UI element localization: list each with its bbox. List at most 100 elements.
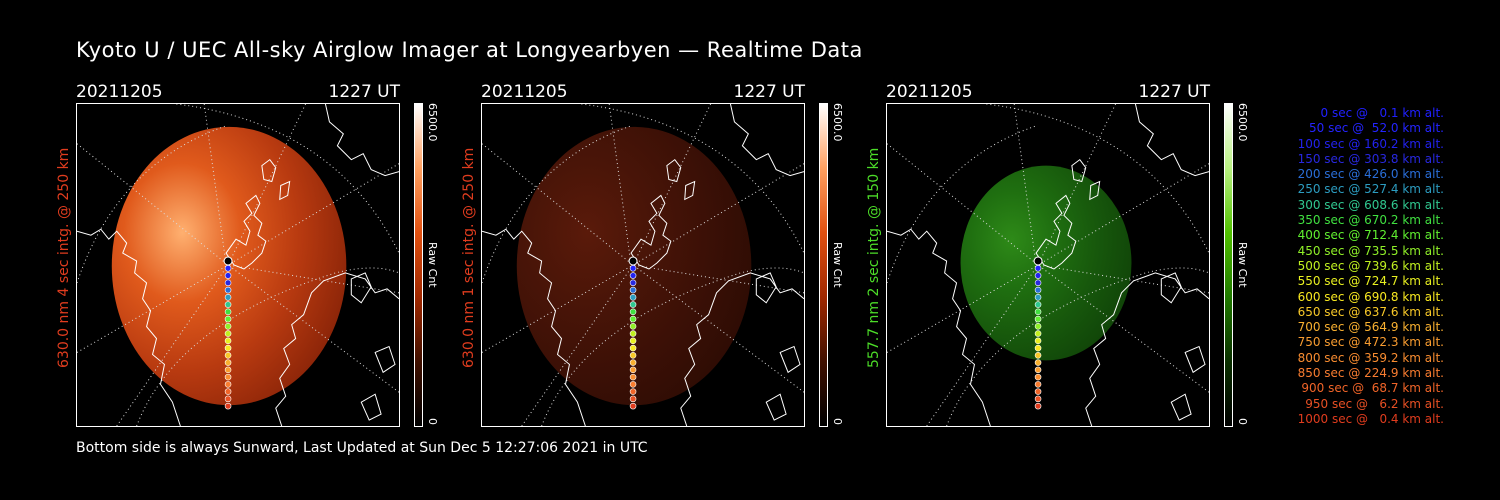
trajectory-marker bbox=[1034, 323, 1042, 330]
trajectory-marker bbox=[1034, 279, 1042, 287]
trajectory-marker bbox=[224, 344, 232, 352]
airglow-image bbox=[77, 104, 399, 426]
panel-2-colorbar bbox=[819, 103, 828, 427]
trajectory-marker bbox=[1034, 344, 1042, 352]
legend-entry: 450 sec @ 735.5 km alt. bbox=[1297, 243, 1444, 258]
trajectory-marker bbox=[1034, 373, 1042, 381]
trajectory-marker bbox=[224, 294, 232, 301]
airglow-image bbox=[482, 104, 804, 426]
coastline bbox=[77, 104, 399, 426]
panel-1-wavelength-label: 630.0 nm 4 sec intg. @ 250 km bbox=[56, 147, 72, 368]
legend-entry: 900 sec @ 68.7 km alt. bbox=[1301, 381, 1444, 396]
trajectory-marker bbox=[1034, 402, 1042, 410]
launch-site-marker bbox=[628, 256, 638, 266]
panel-1-colorbar-unit: Raw Cnt bbox=[426, 242, 439, 288]
trajectory-marker bbox=[1034, 330, 1042, 337]
trajectory-marker bbox=[629, 286, 637, 294]
panel-3-wavelength-label: 557.7 nm 2 sec intg. @ 150 km bbox=[866, 147, 882, 368]
trajectory-marker bbox=[1034, 286, 1042, 294]
legend-entry: 950 sec @ 6.2 km alt. bbox=[1305, 396, 1444, 411]
trajectory-marker bbox=[224, 315, 232, 323]
legend-entry: 250 sec @ 527.4 km alt. bbox=[1297, 182, 1444, 197]
trajectory-marker bbox=[629, 279, 637, 287]
trajectory-marker bbox=[629, 344, 637, 352]
trajectory-marker bbox=[629, 323, 637, 330]
legend-entry: 0 sec @ 0.1 km alt. bbox=[1320, 106, 1445, 120]
trajectory-marker bbox=[224, 279, 232, 287]
trajectory-marker bbox=[1034, 352, 1042, 359]
trajectory-marker bbox=[224, 330, 232, 337]
trajectory-marker bbox=[1034, 308, 1042, 316]
trajectory-marker bbox=[224, 381, 232, 388]
trajectory-marker bbox=[629, 366, 637, 374]
panel-2-wavelength-label: 630.0 nm 1 sec intg. @ 250 km bbox=[461, 147, 477, 368]
legend-entry: 500 sec @ 739.6 km alt. bbox=[1297, 258, 1444, 273]
trajectory-marker bbox=[1034, 272, 1042, 279]
legend-entry: 800 sec @ 359.2 km alt. bbox=[1297, 350, 1444, 365]
panel-3-colorbar-min: 0 bbox=[1236, 418, 1249, 425]
trajectory-marker bbox=[224, 286, 232, 294]
trajectory-marker bbox=[629, 359, 637, 366]
trajectory-marker bbox=[224, 308, 232, 316]
trajectory-marker bbox=[1034, 359, 1042, 366]
trajectory-marker bbox=[629, 272, 637, 279]
trajectory-marker bbox=[629, 337, 637, 345]
legend-entry: 700 sec @ 564.9 km alt. bbox=[1297, 320, 1444, 335]
trajectory-marker bbox=[1034, 388, 1042, 395]
panel-1-date: 20211205 bbox=[76, 82, 163, 102]
trajectory-marker bbox=[224, 373, 232, 381]
trajectory-marker bbox=[1034, 265, 1042, 272]
panel-3-colorbar bbox=[1224, 103, 1233, 427]
trajectory-marker bbox=[1034, 294, 1042, 301]
launch-site-marker bbox=[1033, 256, 1043, 266]
panel-2-date: 20211205 bbox=[481, 82, 568, 102]
panel-1-colorbar bbox=[414, 103, 423, 427]
trajectory-marker bbox=[1034, 315, 1042, 323]
trajectory-marker bbox=[224, 337, 232, 345]
panel-3-image bbox=[886, 103, 1210, 427]
trajectory-marker bbox=[629, 381, 637, 388]
trajectory-marker bbox=[1034, 301, 1042, 308]
trajectory-marker bbox=[1034, 337, 1042, 345]
footer-note: Bottom side is always Sunward, Last Upda… bbox=[76, 440, 648, 456]
coastline bbox=[887, 104, 1209, 426]
legend-entry: 1000 sec @ 0.4 km alt. bbox=[1297, 411, 1444, 426]
panel-1-colorbar-min: 0 bbox=[426, 418, 439, 425]
legend-entry: 50 sec @ 52.0 km alt. bbox=[1309, 121, 1444, 136]
legend-entry: 200 sec @ 426.0 km alt. bbox=[1297, 167, 1444, 182]
trajectory-marker bbox=[629, 330, 637, 337]
trajectory-marker bbox=[224, 395, 232, 403]
sky-image-disc bbox=[960, 165, 1132, 361]
trajectory-marker bbox=[224, 323, 232, 330]
trajectory-legend: 0 sec @ 0.1 km alt. 50 sec @ 52.0 km alt.… bbox=[1262, 106, 1444, 427]
trajectory-marker bbox=[1034, 381, 1042, 388]
page-title: Kyoto U / UEC All-sky Airglow Imager at … bbox=[76, 38, 863, 62]
legend-entry: 850 sec @ 224.9 km alt. bbox=[1297, 366, 1444, 381]
panel-2-colorbar-min: 0 bbox=[831, 418, 844, 425]
trajectory-marker bbox=[224, 272, 232, 279]
panel-3-time: 1227 UT bbox=[1138, 82, 1211, 102]
panel-3-colorbar-unit: Raw Cnt bbox=[1236, 242, 1249, 288]
trajectory-marker bbox=[629, 315, 637, 323]
legend-entry: 150 sec @ 303.8 km alt. bbox=[1297, 151, 1444, 166]
legend-entry: 600 sec @ 690.8 km alt. bbox=[1297, 289, 1444, 304]
trajectory-marker bbox=[629, 301, 637, 308]
trajectory-marker bbox=[224, 265, 232, 272]
trajectory-marker bbox=[629, 395, 637, 403]
panel-2-image bbox=[481, 103, 805, 427]
legend-entry: 750 sec @ 472.3 km alt. bbox=[1297, 335, 1444, 350]
trajectory-marker bbox=[224, 388, 232, 395]
trajectory-marker bbox=[224, 359, 232, 366]
airglow-image bbox=[887, 104, 1209, 426]
launch-site-marker bbox=[223, 256, 233, 266]
trajectory-marker bbox=[629, 402, 637, 410]
coastline bbox=[482, 104, 804, 426]
panel-1-colorbar-max: 6500.0 bbox=[426, 103, 439, 142]
panel-2-colorbar-max: 6500.0 bbox=[831, 103, 844, 142]
trajectory-marker bbox=[629, 308, 637, 316]
legend-entry: 650 sec @ 637.6 km alt. bbox=[1297, 304, 1444, 319]
trajectory-marker bbox=[224, 301, 232, 308]
panel-2-time: 1227 UT bbox=[733, 82, 806, 102]
panel-1-image bbox=[76, 103, 400, 427]
panel-2-colorbar-unit: Raw Cnt bbox=[831, 242, 844, 288]
